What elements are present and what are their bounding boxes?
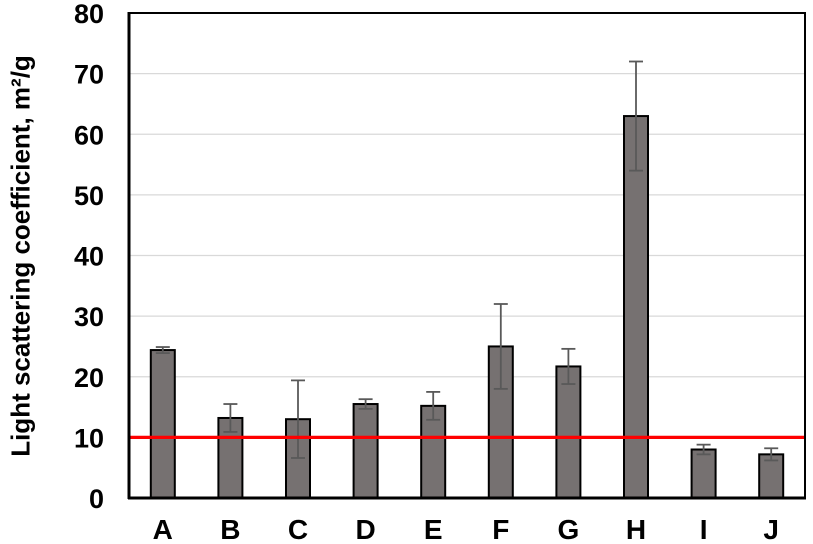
x-category-label-B: B: [220, 514, 240, 544]
y-tick-label-60: 60: [74, 120, 104, 150]
x-category-label-J: J: [763, 514, 779, 544]
x-category-label-D: D: [355, 514, 375, 544]
bar-E: [420, 404, 447, 500]
x-category-label-G: G: [558, 514, 580, 544]
bar-H: [623, 115, 649, 499]
x-category-label-H: H: [626, 514, 646, 544]
y-tick-label-30: 30: [74, 302, 104, 332]
y-tick-label-20: 20: [74, 363, 104, 393]
x-category-label-E: E: [424, 514, 443, 544]
bar-G: [555, 365, 582, 499]
bar-D: [352, 403, 379, 499]
x-category-label-C: C: [288, 514, 308, 544]
y-tick-label-70: 70: [74, 60, 104, 90]
y-tick-label-80: 80: [74, 0, 104, 29]
x-category-label-F: F: [492, 514, 509, 544]
bar-A: [149, 349, 176, 500]
y-axis-title: Light scattering coefficient, m²/g: [5, 55, 36, 457]
y-tick-label-50: 50: [74, 181, 104, 211]
bar-I: [690, 448, 717, 499]
y-tick-label-10: 10: [74, 423, 104, 453]
x-category-label-I: I: [700, 514, 708, 544]
y-tick-label-40: 40: [74, 242, 104, 272]
y-tick-label-0: 0: [89, 484, 104, 514]
x-category-label-A: A: [153, 514, 173, 544]
